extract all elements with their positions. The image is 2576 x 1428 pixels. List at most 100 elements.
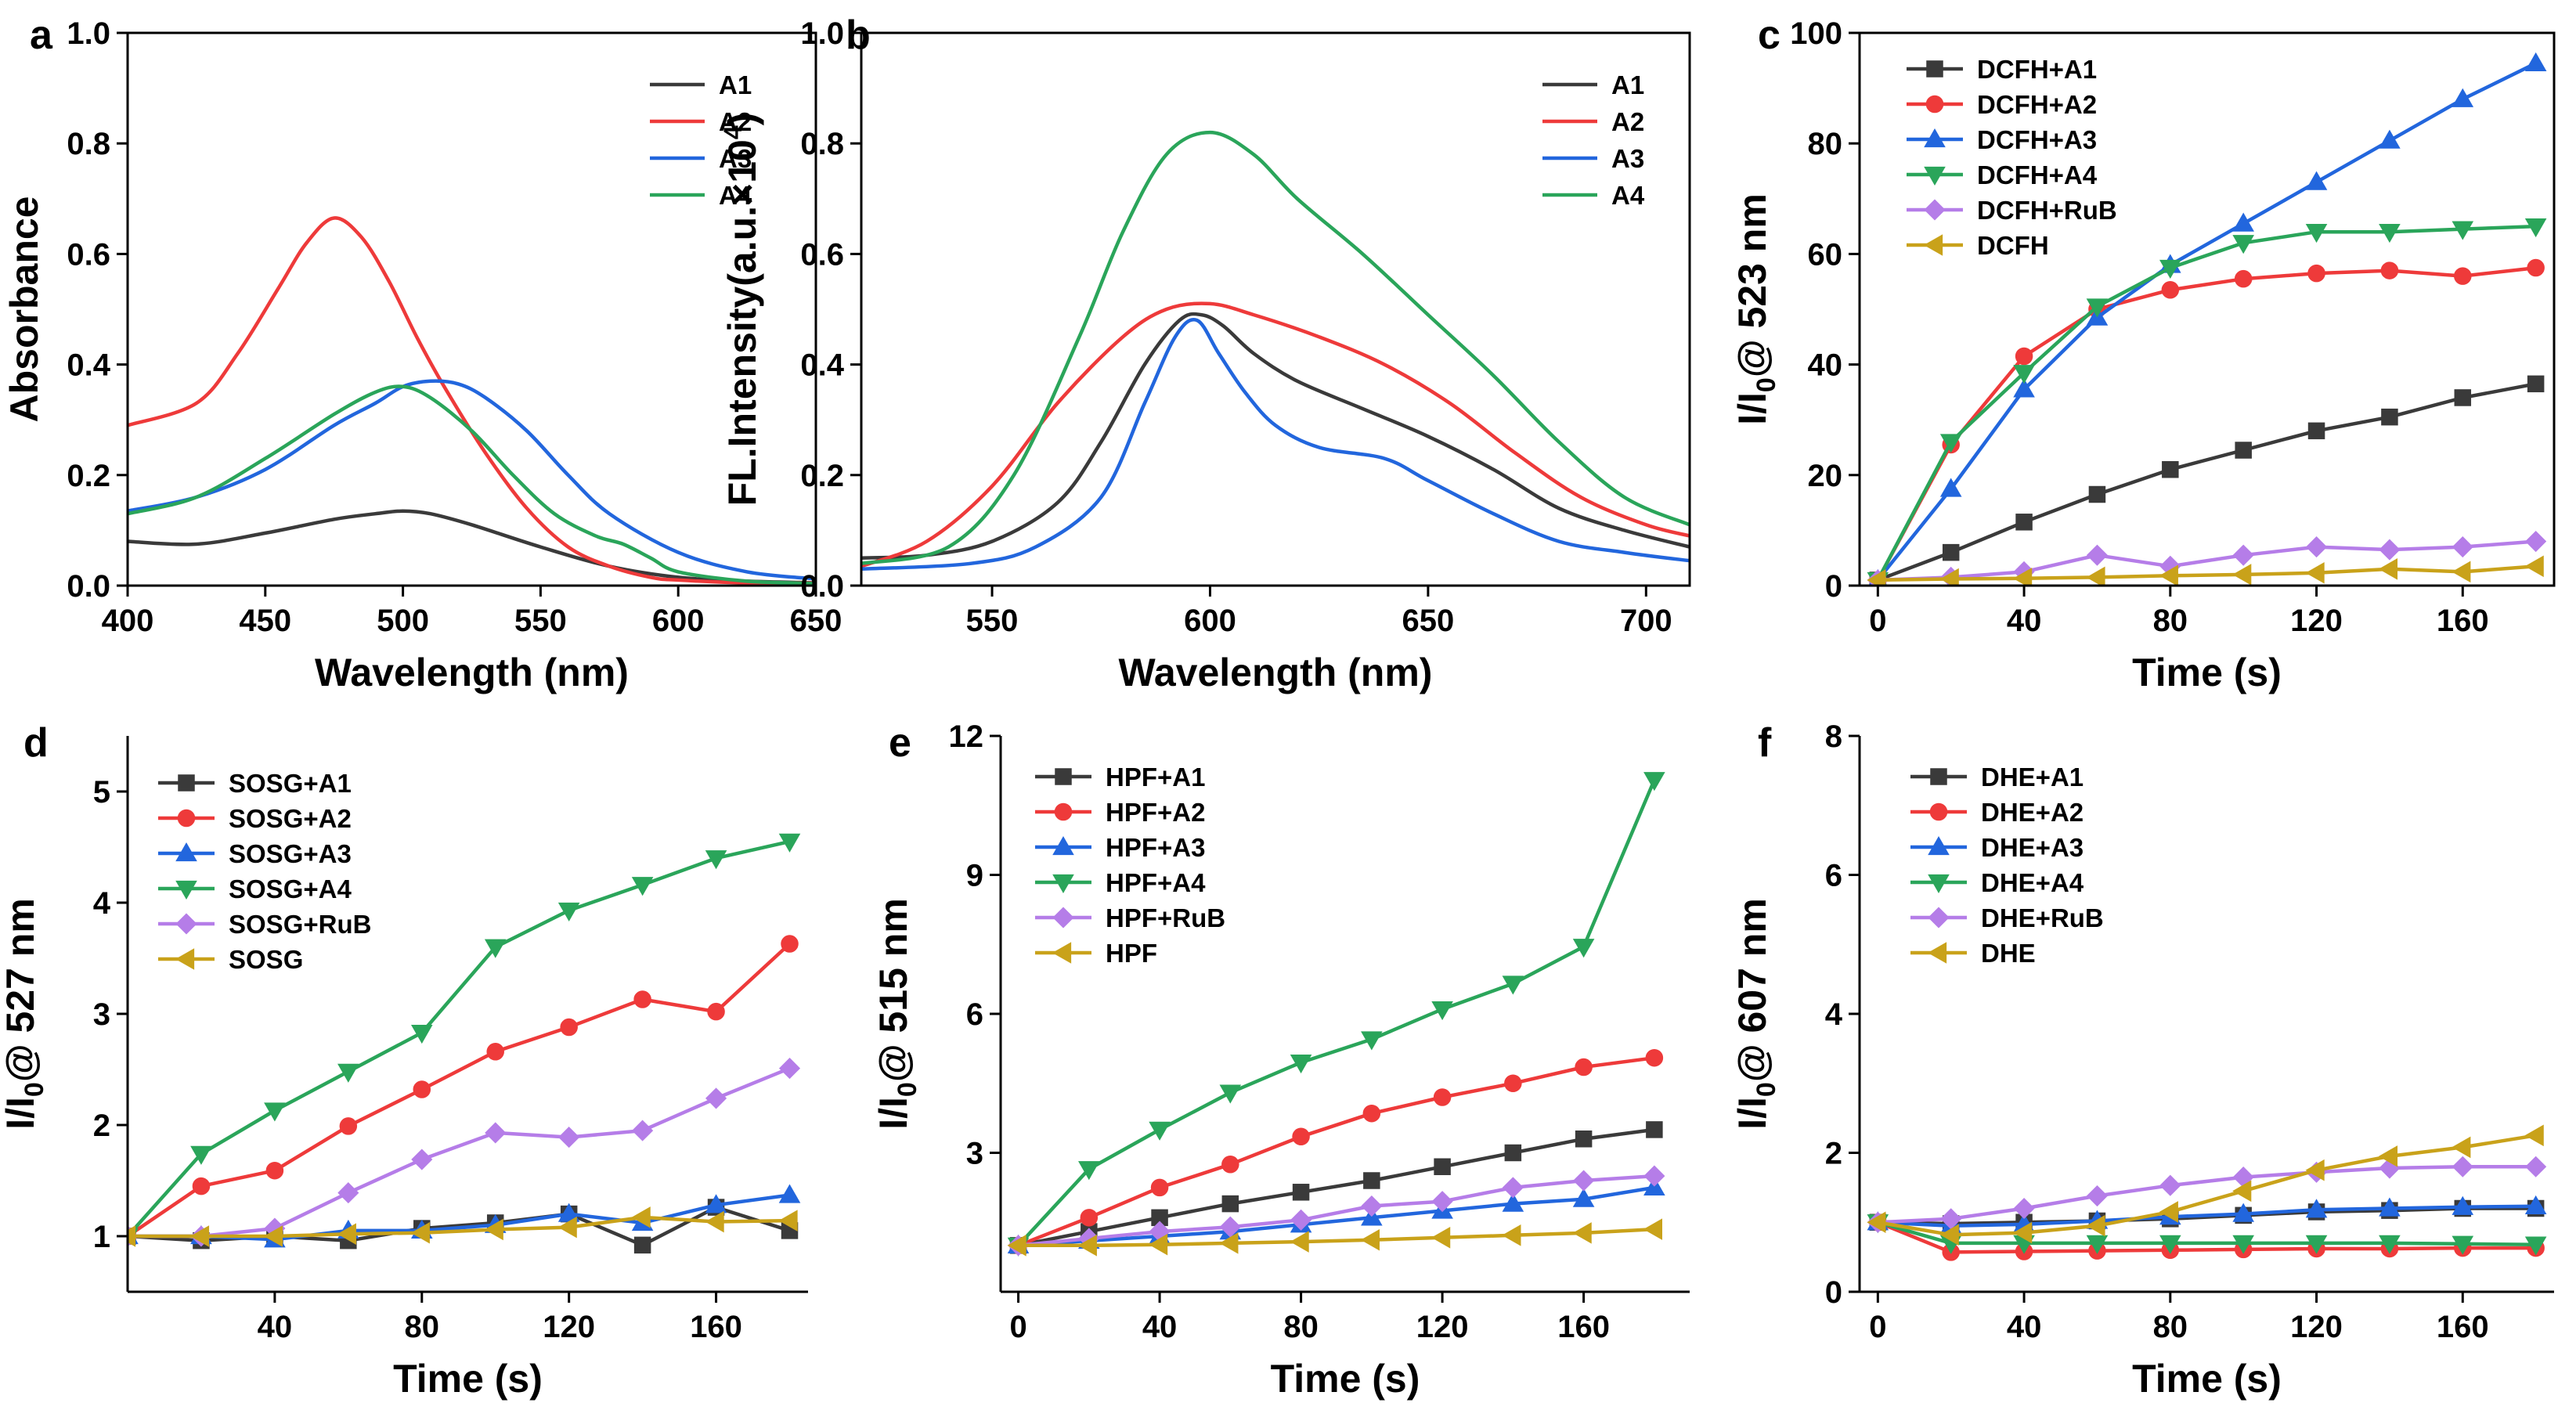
panel-a-legend: A1 A2 A3 A4 <box>650 70 752 210</box>
panel-d-series-sosg-point-7 <box>631 1206 651 1228</box>
panel-b-x-tick-label: 650 <box>1402 604 1455 638</box>
panel-e-series-hpf-a4-point-2 <box>1149 1121 1171 1141</box>
panel-a-plot-area <box>128 216 816 586</box>
panel-d-series-sosg-a3-point-9 <box>778 1184 801 1203</box>
panel-f-series-dhe-point-6 <box>2305 1159 2325 1181</box>
panel-d-series-sosg-a2-point-3 <box>339 1117 358 1135</box>
panel-c-series-dcfh-a4-line <box>1876 224 2536 581</box>
panel-e-x-tick-label: 40 <box>1142 1310 1178 1344</box>
panel-b-plot-area <box>861 130 1690 572</box>
panel-c-series-dcfh-a3-point-2 <box>2013 378 2035 398</box>
panel-e-series-hpf-a1-point-5 <box>1363 1172 1380 1189</box>
panel-e-series-hpf-a4-point-4 <box>1290 1055 1312 1074</box>
panel-c-legend-entry-dcfh-a1-marker <box>1926 60 1943 78</box>
panel-c-y-tick-label: 20 <box>1808 459 1843 493</box>
panel-f-series-dhe-a4-point-5 <box>2232 1235 2254 1254</box>
panel-a-series-a1-line <box>128 509 816 585</box>
panel-f-series-dhe-a4-point-8 <box>2452 1235 2474 1255</box>
panel-f-series-dhe-a3-point-6 <box>2305 1199 2328 1218</box>
panel-f-legend-entry-dhe-a4-marker <box>1928 874 1950 894</box>
panel-c-y-tick-label: 100 <box>1790 16 1842 51</box>
panel-a-legend-entry-a3-label: A3 <box>719 144 752 173</box>
panel-f-y-tick-label: 8 <box>1825 719 1842 754</box>
panel-e-plot-area <box>1007 772 1665 1257</box>
panel-e-legend-entry-hpf-marker <box>1052 942 1072 964</box>
panel-b: b 550 600 650 700 0.0 0.2 0.4 0.6 0.8 1.0 Wavelengt… <box>719 13 1691 694</box>
panel-b-legend-entry-a1-label: A1 <box>1611 70 1644 99</box>
panel-a-x-tick-label: 600 <box>652 604 705 638</box>
panel-d-series-sosg-rub-point-8 <box>705 1087 727 1109</box>
panel-f-series-dhe-a4-point-9 <box>2524 1236 2547 1256</box>
panel-c-series-dcfh-a2-point-8 <box>2454 267 2472 285</box>
panel-c-series-dcfh-a3-line <box>1876 61 2537 582</box>
panel-d-legend-entry-sosg-a3-marker <box>175 842 197 862</box>
panel-d-series-sosg-rub-point-6 <box>558 1127 580 1149</box>
panel-d-legend-entry-sosg-rub-marker <box>175 913 197 935</box>
panel-f-legend-entry-dhe-a1-label: DHE+A1 <box>1981 763 2084 792</box>
panel-f-x-tick-label: 40 <box>2007 1310 2042 1344</box>
panel-d-series-sosg-a4-point-4 <box>410 1025 433 1044</box>
panel-c-series-dcfh-a3-point-6 <box>2305 171 2328 190</box>
panel-a-y-tick-label: 0.2 <box>67 459 110 493</box>
panel-e-legend-entry-hpf-label: HPF <box>1106 939 1157 968</box>
panel-c-y-axis-label: I/I0@ 523 nm <box>1730 193 1781 425</box>
panel-c-legend-entry-dcfh-a4-label: DCFH+A4 <box>1977 160 2098 189</box>
panel-c-series-dcfh-a1-point-8 <box>2454 389 2472 406</box>
panel-c-series-dcfh-a1-line <box>1877 382 2537 582</box>
panel-c-series-dcfh-a1-point-4 <box>2162 460 2179 478</box>
panel-c-series-dcfh-a1-point-1 <box>1942 543 1960 561</box>
panel-b-y-tick-label: 0.8 <box>800 127 844 161</box>
panel-d-series-sosg-a4-point-5 <box>484 939 507 958</box>
panel-c-letter: c <box>1758 13 1780 58</box>
panel-a-legend-entry-a4-label: A4 <box>719 181 752 210</box>
panel-b-legend-entry-a4-label: A4 <box>1611 181 1645 210</box>
panel-b-x-axis-label: Wavelength (nm) <box>1119 651 1433 694</box>
panel-f-series-dhe-point-8 <box>2452 1136 2471 1159</box>
panel-a-y-tick-label: 0.4 <box>67 348 110 383</box>
panel-c-axes-frame <box>1858 31 2556 587</box>
panel-c-x-tick-label: 120 <box>2290 604 2343 638</box>
panel-d-y-tick-label: 5 <box>93 775 110 810</box>
panel-f-x-tick-label: 120 <box>2290 1310 2343 1344</box>
panel-f-series-dhe-a4-point-3 <box>2086 1235 2109 1254</box>
panel-c-series-dcfh-a2-line <box>1876 265 2536 581</box>
panel-c-series-dcfh-a4-point-7 <box>2379 224 2401 243</box>
panel-d-plot-area <box>128 833 801 1254</box>
panel-d-series-sosg-rub-point-9 <box>778 1058 801 1080</box>
panel-e-letter: e <box>889 720 911 766</box>
panel-d-series-sosg-a4-point-1 <box>190 1145 212 1165</box>
panel-c-legend-entry-dcfh-rub-marker <box>1924 199 1946 221</box>
panel-d-legend-entry-sosg-a4-label: SOSG+A4 <box>229 874 352 903</box>
panel-f-series-dhe-a2-line <box>1877 1221 2536 1254</box>
panel-c-series-dcfh-a4-point-2 <box>2013 365 2035 384</box>
panel-e-series-hpf-rub-point-6 <box>1431 1191 1453 1213</box>
panel-e-series-hpf-point-6 <box>1431 1226 1451 1249</box>
panel-f-series-dhe-point-7 <box>2378 1145 2398 1167</box>
panel-d-series-sosg-a3-point-8 <box>705 1194 727 1213</box>
panel-c-series-dcfh-a1-point-5 <box>2235 442 2252 459</box>
panel-d-series-sosg-point-8 <box>705 1210 724 1233</box>
panel-e-series-hpf-a2-point-5 <box>1362 1104 1381 1123</box>
panel-d-legend-entry-sosg-a1-label: SOSG+A1 <box>229 769 352 798</box>
panel-f-legend-entry-dhe-a3-label: DHE+A3 <box>1981 833 2084 862</box>
panel-e-series-hpf-a3-point-8 <box>1572 1188 1595 1207</box>
panel-c-legend: DCFH+A1 DCFH+A2 DCFH+A3 DCFH+A4 DCFH+RuB DCFH <box>1907 55 2117 260</box>
panel-f-x-tick-label: 80 <box>2153 1310 2188 1344</box>
panel-d-legend-entry-sosg-a4-marker <box>175 880 197 900</box>
panel-d-series-sosg-a4-point-9 <box>778 833 801 853</box>
panel-d-series-sosg-a4-point-8 <box>705 850 727 870</box>
panel-c-series-dcfh-point-9 <box>2524 555 2544 578</box>
panel-c-series-dcfh-a4-point-5 <box>2232 235 2254 254</box>
panel-d-series-sosg-line <box>128 1215 790 1239</box>
panel-f-legend-entry-dhe-a2-label: DHE+A2 <box>1981 798 2084 827</box>
panel-d-series-sosg-point-5 <box>484 1218 503 1241</box>
panel-e-series-hpf-a4-point-9 <box>1643 772 1665 792</box>
panel-f: f 0 40 80 120 160 0 2 4 6 8 Time (s) I/I0@ 607 nm DHE… <box>1730 719 2554 1401</box>
panel-e-series-hpf-a2-point-8 <box>1575 1058 1593 1076</box>
panel-d-series-sosg-rub-point-3 <box>337 1182 359 1204</box>
panel-e-y-tick-label: 3 <box>966 1137 983 1171</box>
panel-e-series-hpf-a3-line <box>1018 1185 1655 1248</box>
panel-d-series-sosg-a2-point-6 <box>560 1018 578 1037</box>
panel-e-series-hpf-rub-line <box>1018 1174 1655 1248</box>
panel-c-x-tick-label: 40 <box>2007 604 2042 638</box>
